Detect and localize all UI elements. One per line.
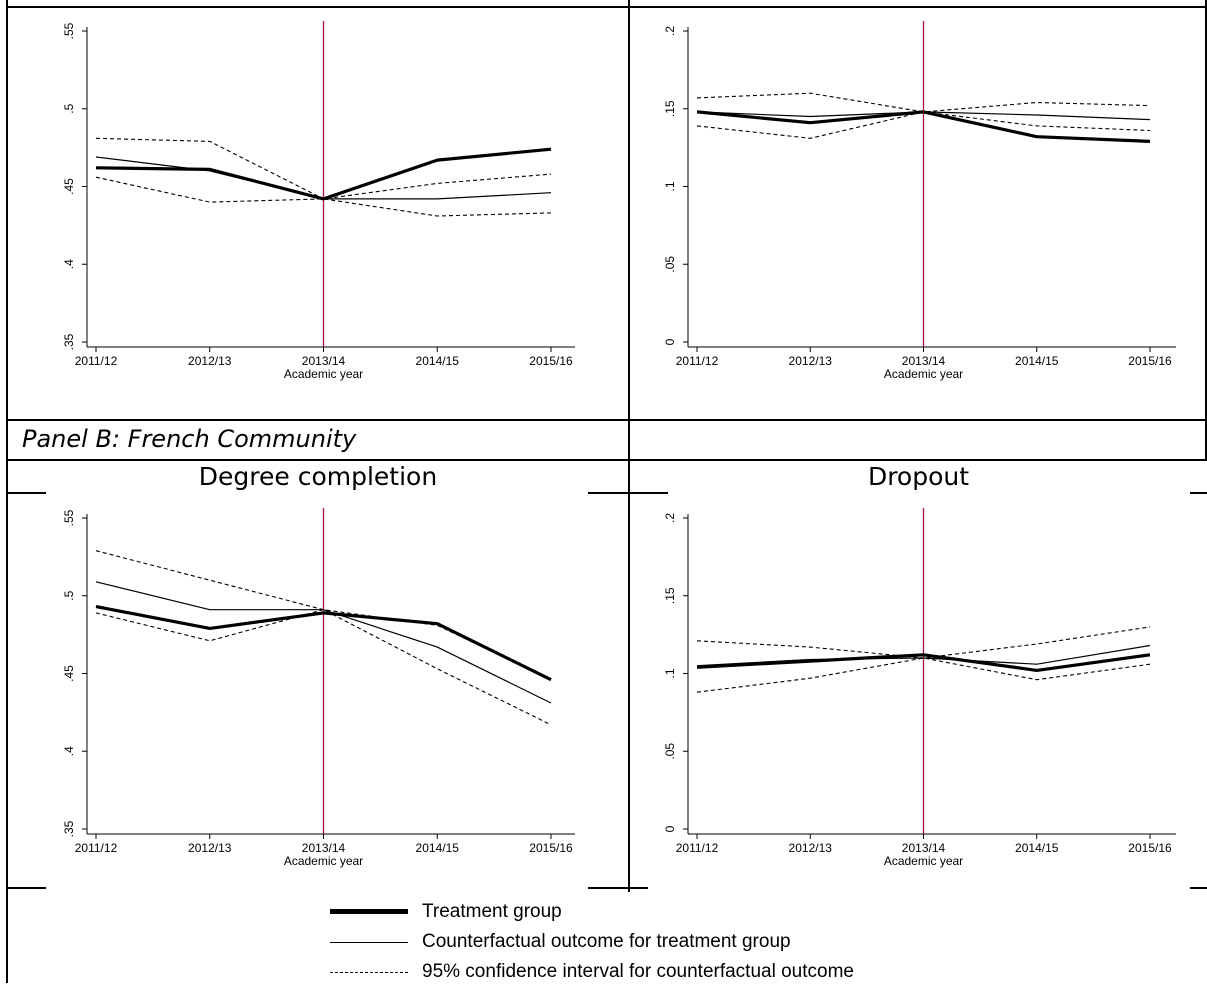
y-tick-label: .05	[663, 256, 677, 273]
x-axis-title: Academic year	[884, 854, 963, 868]
y-tick-label: .35	[62, 820, 76, 837]
legend-label-counterfactual: Counterfactual outcome for treatment gro…	[422, 931, 791, 952]
x-tick-label: 2013/14	[902, 841, 946, 855]
legend-item-counterfactual: Counterfactual outcome for treatment gro…	[330, 928, 1030, 958]
legend-label-ci: 95% confidence interval for counterfactu…	[422, 961, 854, 982]
legend: Treatment group Counterfactual outcome f…	[330, 898, 1030, 988]
x-axis-title: Academic year	[884, 367, 963, 381]
x-tick-label: 2011/12	[75, 354, 118, 368]
y-tick-label: .15	[663, 587, 677, 604]
x-tick-label: 2013/14	[302, 841, 346, 855]
y-tick-label: .2	[663, 26, 677, 36]
legend-swatch-counterfactual	[330, 942, 408, 943]
series-line-treatment	[95, 605, 552, 682]
series-line-counterfactual	[95, 581, 552, 704]
x-tick-label: 2014/15	[416, 841, 460, 855]
y-tick-label: .55	[62, 22, 76, 39]
frame-row-divider-4a	[6, 887, 46, 889]
frame-row-divider-3c	[1190, 492, 1207, 494]
y-tick-label: .4	[62, 746, 76, 756]
y-tick-label: 0	[663, 825, 677, 832]
x-tick-label: 2014/15	[1015, 841, 1059, 855]
series-line-ci-lower	[95, 176, 552, 217]
y-tick-label: .5	[62, 103, 76, 113]
legend-item-ci: 95% confidence interval for counterfactu…	[330, 958, 1030, 988]
series-line-ci-lower	[95, 609, 552, 726]
x-tick-label: 2012/13	[188, 841, 232, 855]
x-tick-label: 2013/14	[902, 354, 946, 368]
frame-row-divider-3a	[6, 492, 46, 494]
legend-swatch-ci	[330, 972, 408, 973]
x-tick-label: 2011/12	[75, 841, 118, 855]
x-tick-label: 2015/16	[1128, 841, 1172, 855]
x-tick-label: 2011/12	[676, 354, 719, 368]
x-tick-label: 2012/13	[789, 841, 833, 855]
series-line-treatment	[696, 653, 1151, 673]
y-tick-label: .45	[62, 178, 76, 195]
x-tick-label: 2015/16	[529, 841, 573, 855]
y-tick-label: .2	[663, 513, 677, 523]
frame-row-divider-3b	[588, 492, 668, 494]
legend-item-treatment: Treatment group	[330, 898, 1030, 928]
y-tick-label: .1	[663, 668, 677, 678]
y-tick-label: .45	[62, 665, 76, 682]
y-tick-label: .35	[62, 333, 76, 350]
frame-row-divider-4c	[1190, 887, 1207, 889]
series-line-ci-upper	[95, 550, 552, 681]
column-title-dropout: Dropout	[867, 462, 970, 491]
y-tick-label: .05	[663, 743, 677, 760]
frame-row-divider-1	[6, 419, 1207, 421]
x-tick-label: 2015/16	[529, 354, 573, 368]
frame-left-border	[6, 0, 8, 983]
legend-label-treatment: Treatment group	[422, 901, 562, 922]
x-tick-label: 2012/13	[188, 354, 232, 368]
y-tick-label: .55	[62, 509, 76, 526]
series-line-ci-upper	[696, 92, 1151, 113]
x-tick-label: 2011/12	[676, 841, 719, 855]
x-tick-label: 2013/14	[302, 354, 346, 368]
frame-row-divider-4b	[588, 887, 648, 889]
x-tick-label: 2014/15	[416, 354, 460, 368]
y-tick-label: .15	[663, 100, 677, 117]
series-line-ci-upper	[696, 626, 1151, 659]
y-tick-label: .1	[663, 181, 677, 191]
legend-swatch-treatment	[330, 909, 408, 914]
panel-b-label: Panel B: French Community	[22, 425, 357, 453]
x-axis-title: Academic year	[284, 367, 363, 381]
y-tick-label: .4	[62, 259, 76, 269]
y-tick-label: .5	[62, 590, 76, 600]
frame-right-border	[1205, 0, 1207, 460]
frame-top-border	[6, 6, 1207, 8]
frame-row-divider-2	[6, 459, 1207, 461]
y-tick-label: 0	[663, 338, 677, 345]
x-tick-label: 2012/13	[789, 354, 833, 368]
x-tick-label: 2015/16	[1128, 354, 1172, 368]
frame-center-divider	[628, 0, 630, 892]
series-line-counterfactual	[696, 111, 1151, 121]
series-line-ci-upper	[95, 137, 552, 200]
x-tick-label: 2014/15	[1015, 354, 1059, 368]
x-axis-title: Academic year	[284, 854, 363, 868]
column-title-degree-completion: Degree completion	[198, 462, 438, 491]
